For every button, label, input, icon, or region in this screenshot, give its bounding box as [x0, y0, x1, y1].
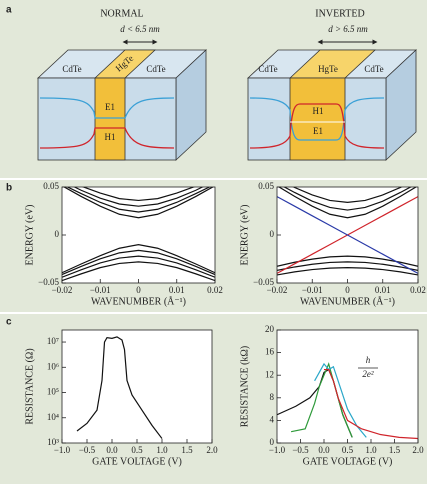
- x-axis-label: WAVENUMBER (Å⁻¹): [91, 295, 186, 307]
- slab-front: [95, 78, 125, 160]
- y-axis-label: ENERGY (eV): [239, 204, 250, 265]
- x-tick-label: −0.01: [302, 285, 323, 295]
- annotation: 2e²: [362, 369, 373, 379]
- level-label: H1: [313, 106, 324, 116]
- level-label: E1: [313, 126, 323, 136]
- thickness-label: d > 6.5 nm: [328, 24, 368, 34]
- y-tick-label: −0.05: [253, 277, 274, 287]
- layer-label: CdTe: [62, 64, 81, 74]
- y-tick-label: 10⁶: [47, 361, 59, 371]
- x-tick-label: 2.0: [412, 445, 424, 455]
- panel-label: a: [6, 5, 12, 16]
- x-tick-label: 0: [136, 285, 141, 295]
- x-axis-label: GATE VOLTAGE (V): [92, 456, 182, 467]
- layer-label: CdTe: [364, 64, 383, 74]
- y-axis-label: RESISTANCE (kΩ): [239, 346, 250, 427]
- x-tick-label: 0: [345, 285, 350, 295]
- layer-label: CdTe: [258, 64, 277, 74]
- x-axis-label: GATE VOLTAGE (V): [303, 456, 393, 467]
- y-tick-label: 0: [55, 229, 60, 239]
- thickness-label: d < 6.5 nm: [120, 24, 160, 34]
- y-tick-label: 8: [270, 392, 275, 402]
- x-axis-label: WAVENUMBER (Å⁻¹): [300, 295, 395, 307]
- x-tick-label: 0.01: [169, 285, 185, 295]
- x-tick-label: −0.5: [292, 445, 309, 455]
- slab-front: [290, 78, 345, 160]
- y-tick-label: 10⁵: [47, 387, 59, 397]
- layer-label: CdTe: [146, 64, 165, 74]
- x-tick-label: 0.0: [106, 445, 118, 455]
- y-axis-label: RESISTANCE (Ω): [24, 348, 35, 424]
- y-tick-label: 0.05: [258, 181, 274, 191]
- y-tick-label: 12: [265, 369, 274, 379]
- y-tick-label: 16: [265, 347, 275, 357]
- y-tick-label: 10³: [47, 437, 59, 447]
- x-tick-label: 0.0: [318, 445, 330, 455]
- y-tick-label: 10⁷: [47, 336, 59, 346]
- y-tick-label: 0: [270, 437, 275, 447]
- x-tick-label: 0.5: [342, 445, 354, 455]
- panel-label: b: [6, 183, 12, 194]
- x-tick-label: −0.01: [90, 285, 111, 295]
- y-tick-label: 10⁴: [47, 412, 59, 422]
- y-tick-label: 20: [265, 324, 275, 334]
- x-tick-label: 2.0: [206, 445, 218, 455]
- x-tick-label: 1.5: [181, 445, 193, 455]
- panel-label: c: [6, 317, 12, 328]
- y-tick-label: −0.05: [38, 277, 59, 287]
- level-label: E1: [105, 102, 115, 112]
- x-tick-label: 0.02: [207, 285, 223, 295]
- x-tick-label: 0.01: [375, 285, 391, 295]
- y-axis-label: ENERGY (eV): [24, 204, 35, 265]
- layer-label: HgTe: [318, 64, 338, 74]
- x-tick-label: 0.5: [131, 445, 143, 455]
- x-tick-label: 1.0: [156, 445, 168, 455]
- plot-area: [62, 330, 212, 443]
- y-tick-label: 0: [270, 229, 275, 239]
- x-tick-label: 1.0: [365, 445, 377, 455]
- annotation: h: [366, 355, 371, 365]
- x-tick-label: 0.02: [410, 285, 426, 295]
- x-tick-label: 1.5: [389, 445, 401, 455]
- figure: a b c NORMAL d < 6.5 nm CdTe HgTe CdTe E…: [0, 0, 427, 484]
- y-tick-label: 0.05: [43, 181, 59, 191]
- diagram-title: NORMAL: [100, 8, 143, 19]
- level-label: H1: [105, 132, 116, 142]
- diagram-title: INVERTED: [315, 8, 364, 19]
- y-tick-label: 4: [270, 414, 275, 424]
- x-tick-label: −0.5: [79, 445, 96, 455]
